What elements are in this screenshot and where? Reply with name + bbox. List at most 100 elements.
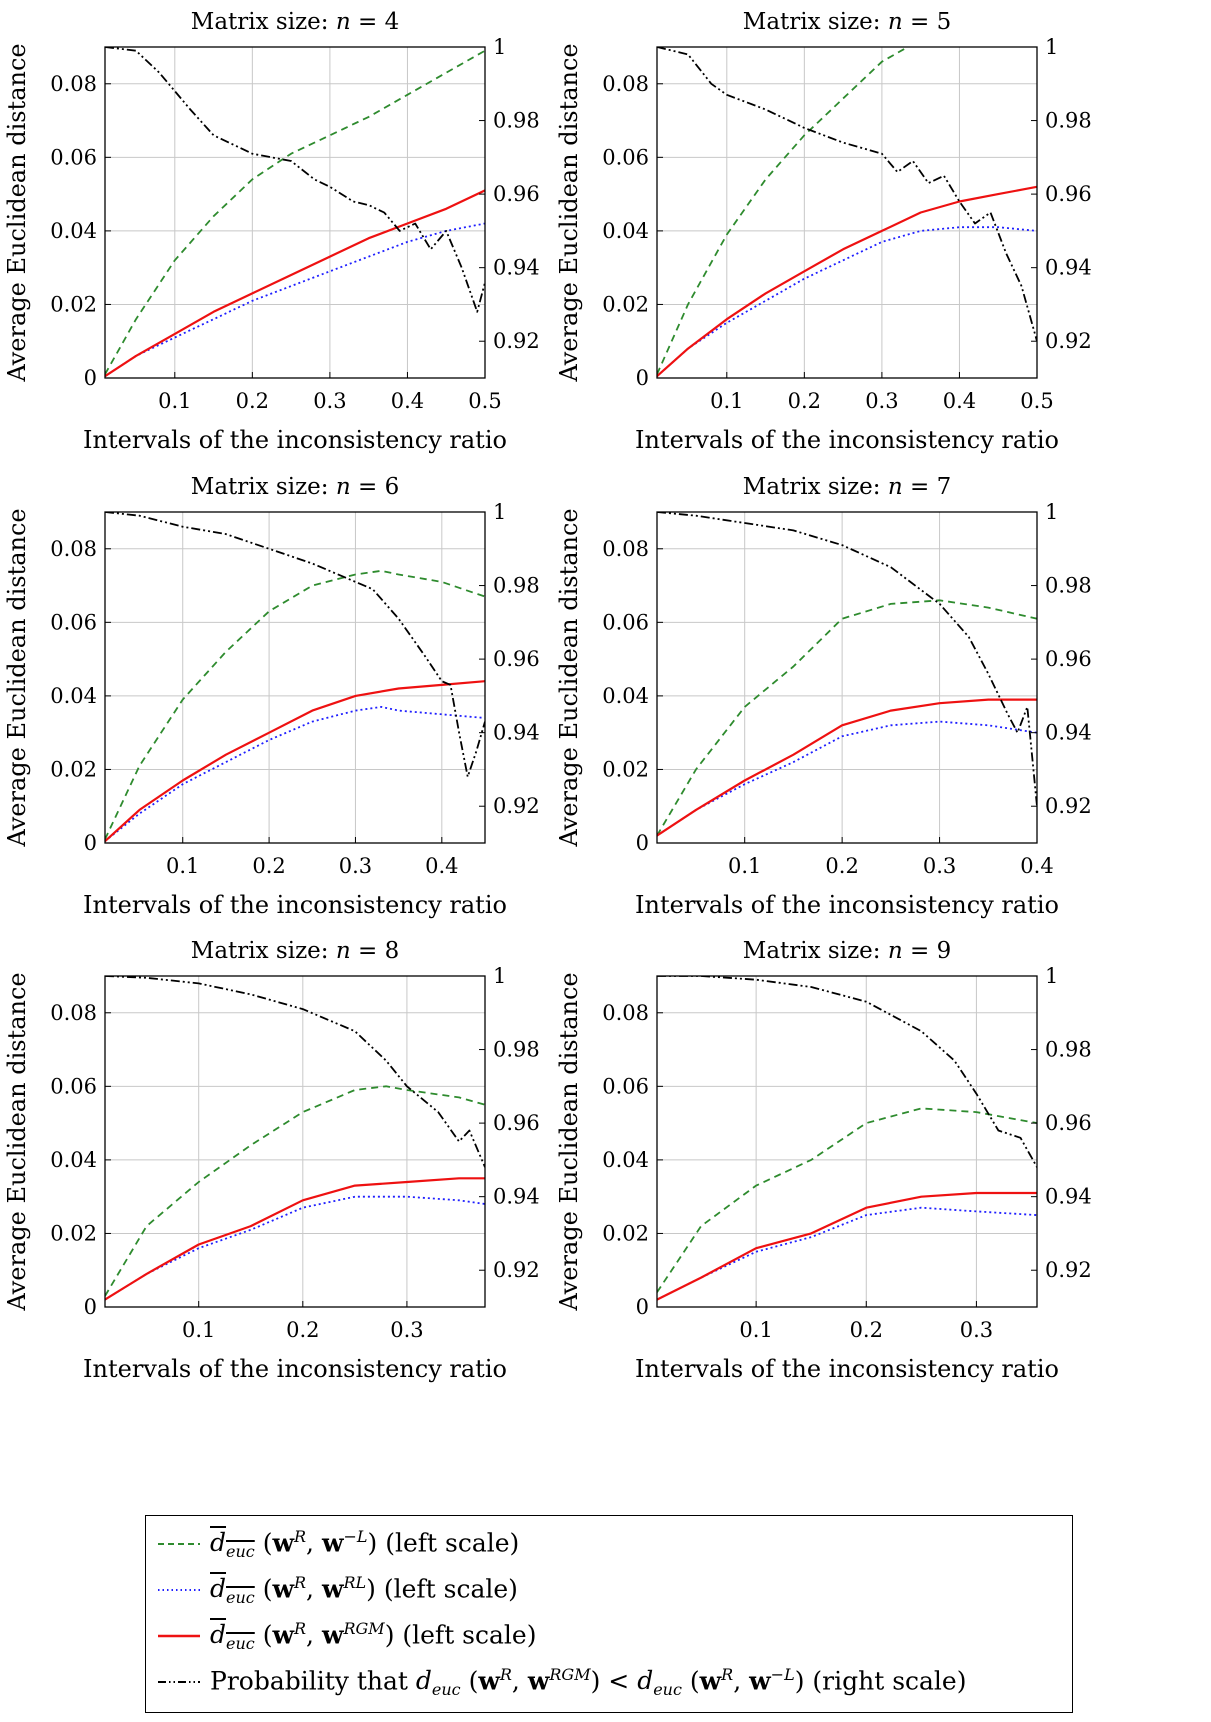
y-right-tick-label: 1 (1045, 35, 1058, 59)
y-right-tick-label: 0.94 (1045, 1185, 1092, 1209)
y-left-tick-label: 0.04 (50, 684, 97, 708)
series-green-dashed (105, 49, 485, 375)
x-tick-label: 0.4 (391, 389, 424, 413)
x-tick-label: 0.2 (252, 854, 285, 878)
plot-frame (656, 46, 1038, 379)
x-tick-label: 0.1 (158, 389, 191, 413)
series-red-solid (657, 185, 1037, 378)
legend-item-red: deuc (wR, wRGM) (left scale) (156, 1614, 536, 1658)
series-blue-dotted (657, 1206, 1037, 1301)
chart-title: Matrix size: n = 8 (191, 938, 399, 964)
series-black-dashdotdot (105, 976, 485, 1168)
y-left-tick-label: 0.02 (602, 757, 649, 781)
y-left-tick-label: 0 (84, 1295, 97, 1319)
x-tick-label: 0.1 (739, 1318, 772, 1342)
y-left-tick-label: 0.04 (602, 1148, 649, 1172)
y-left-tick-label: 0.04 (602, 219, 649, 243)
y-right-tick-label: 0.96 (493, 647, 540, 671)
x-tick-label: 0.3 (960, 1318, 993, 1342)
series-green-dashed (657, 599, 1037, 837)
y-right-tick-label: 0.96 (1045, 647, 1092, 671)
y-right-tick-label: 0.96 (493, 1111, 540, 1135)
series-black-dashdotdot (657, 47, 1037, 342)
y-left-tick-label: 0 (636, 1295, 649, 1319)
x-tick-label: 0.2 (825, 854, 858, 878)
x-axis-label: Intervals of the inconsistency ratio (635, 891, 1059, 919)
y-right-tick-label: 1 (493, 964, 506, 988)
y-right-tick-label: 0.96 (1045, 182, 1092, 206)
series-blue-dotted (657, 720, 1037, 837)
x-tick-label: 0.5 (468, 389, 501, 413)
y-right-tick-label: 1 (1045, 964, 1058, 988)
y-left-tick-label: 0.06 (602, 610, 649, 634)
x-tick-label: 0.2 (850, 1318, 883, 1342)
y-axis-label: Average Euclidean distance (555, 972, 583, 1311)
y-right-tick-label: 1 (1045, 500, 1058, 524)
y-right-tick-label: 1 (493, 500, 506, 524)
y-left-tick-label: 0.08 (602, 72, 649, 96)
x-tick-label: 0.3 (923, 854, 956, 878)
x-tick-label: 0.3 (339, 854, 372, 878)
y-right-tick-label: 0.98 (1045, 574, 1092, 598)
series-blue-dotted (105, 222, 485, 377)
y-left-tick-label: 0 (84, 831, 97, 855)
series-red-solid (105, 189, 485, 378)
x-axis-label: Intervals of the inconsistency ratio (635, 426, 1059, 454)
y-left-tick-label: 0.06 (50, 610, 97, 634)
series-green-dashed (657, 1107, 1037, 1293)
x-tick-label: 0.2 (788, 389, 821, 413)
y-left-tick-label: 0.04 (50, 1148, 97, 1172)
y-right-tick-label: 0.98 (493, 109, 540, 133)
y-left-tick-label: 0.08 (602, 1001, 649, 1025)
plot-frame (104, 46, 486, 379)
y-right-tick-label: 0.92 (1045, 1258, 1092, 1282)
y-right-tick-label: 0.92 (493, 794, 540, 818)
chart-figure: 0.1 0.2 0.3 0.4 0.5 0 0.02 0.04 0.06 0.08 0.92 0.94… (3, 9, 1092, 1383)
x-tick-label: 0.3 (390, 1318, 423, 1342)
y-left-tick-label: 0.06 (50, 145, 97, 169)
chart-panel-n7: 0.1 0.2 0.3 0.4 0 0.02 0.04 0.06 0.08 0.92 0.94 0.9… (555, 474, 1092, 919)
y-axis-label: Average Euclidean distance (3, 43, 31, 382)
y-right-tick-label: 0.92 (493, 329, 540, 353)
y-right-tick-label: 0.94 (493, 721, 540, 745)
legend-swatch-black-dashdotdot (158, 1681, 200, 1683)
y-left-tick-label: 0.08 (50, 72, 97, 96)
y-right-tick-label: 0.98 (1045, 109, 1092, 133)
chart-title: Matrix size: n = 7 (743, 474, 951, 500)
x-tick-label: 0.2 (286, 1318, 319, 1342)
y-right-tick-label: 0.98 (1045, 1038, 1092, 1062)
chart-panel-n6: 0.1 0.2 0.3 0.4 0 0.02 0.04 0.06 0.08 0.92 0.94 0.9… (3, 474, 540, 919)
chart-panel-n9: 0.1 0.2 0.3 0 0.02 0.04 0.06 0.08 0.92 0.94 0.96 0.… (555, 938, 1092, 1383)
y-right-tick-label: 0.94 (1045, 721, 1092, 745)
y-right-tick-label: 0.92 (493, 1258, 540, 1282)
y-left-tick-label: 0.06 (602, 145, 649, 169)
plot-frame (104, 511, 486, 844)
x-tick-label: 0.3 (865, 389, 898, 413)
y-axis-label: Average Euclidean distance (555, 43, 583, 382)
y-right-tick-label: 0.98 (493, 574, 540, 598)
y-left-tick-label: 0.08 (50, 1001, 97, 1025)
chart-title: Matrix size: n = 4 (191, 9, 399, 35)
legend-swatch-blue-dotted (158, 1589, 200, 1591)
series-green-dashed (105, 1085, 485, 1297)
chart-panel-n4: 0.1 0.2 0.3 0.4 0.5 0 0.02 0.04 0.06 0.08 0.92 0.94… (3, 9, 540, 454)
y-right-tick-label: 0.94 (1045, 256, 1092, 280)
plot-frame (656, 511, 1038, 844)
plot-frame (656, 975, 1038, 1308)
legend-label-green: deuc (wR, w−L) (left scale) (210, 1526, 520, 1562)
y-right-tick-label: 0.98 (493, 1038, 540, 1062)
series-blue-dotted (105, 706, 485, 842)
x-tick-label: 0.1 (728, 854, 761, 878)
x-tick-label: 0.1 (182, 1318, 215, 1342)
y-left-tick-label: 0.08 (50, 537, 97, 561)
series-red-solid (657, 698, 1037, 837)
chart-panel-n5: 0.1 0.2 0.3 0.4 0.5 0 0.02 0.04 0.06 0.08 0.92 0.94… (555, 9, 1092, 454)
y-left-tick-label: 0 (84, 366, 97, 390)
y-left-tick-label: 0.02 (602, 292, 649, 316)
legend-swatch-green-dashed (158, 1543, 200, 1545)
legend-label-blue: deuc (wR, wRL) (left scale) (210, 1572, 518, 1608)
y-left-tick-label: 0.04 (602, 684, 649, 708)
y-axis-label: Average Euclidean distance (555, 508, 583, 847)
legend-label-black: Probability that deuc (wR, wRGM) < deuc … (210, 1664, 967, 1700)
legend-item-green: deuc (wR, w−L) (left scale) (156, 1522, 519, 1566)
